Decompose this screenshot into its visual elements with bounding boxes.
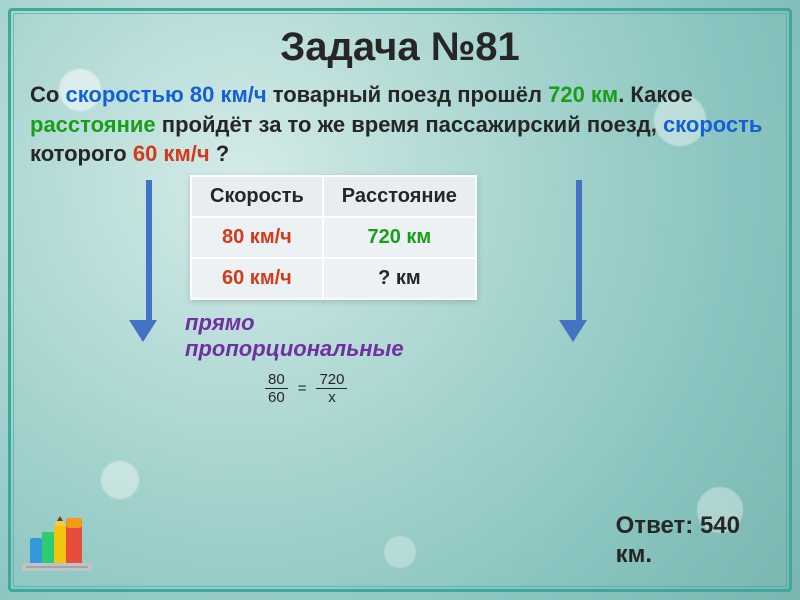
denominator: 60 bbox=[265, 389, 288, 405]
arrow-head-icon bbox=[129, 320, 157, 342]
text-part: ? bbox=[210, 141, 230, 166]
text-part: . Какое bbox=[618, 82, 693, 107]
answer-text: Ответ: 540 км. bbox=[616, 512, 740, 570]
answer-line2: км. bbox=[616, 541, 740, 570]
text-part: Со bbox=[30, 82, 65, 107]
cell-distance2: ? км bbox=[323, 258, 476, 299]
equals-sign: = bbox=[298, 380, 307, 397]
arrow-head-icon bbox=[559, 320, 587, 342]
text-part: которого bbox=[30, 141, 133, 166]
text-speed-word: скорость bbox=[663, 112, 763, 137]
problem-text: Со скоростью 80 км/ч товарный поезд прош… bbox=[30, 80, 770, 169]
mid-area: Скорость Расстояние 80 км/ч 720 км 60 км… bbox=[30, 175, 770, 405]
slide-content: Задача №81 Со скоростью 80 км/ч товарный… bbox=[30, 25, 770, 575]
cell-speed1: 80 км/ч bbox=[191, 217, 323, 258]
stationery-icon bbox=[20, 508, 100, 578]
proportional-line1: прямо bbox=[185, 310, 404, 336]
proportion-equation: 80 60 = 720 x bbox=[265, 372, 347, 405]
arrow-line bbox=[146, 180, 152, 320]
text-distance-word: расстояние bbox=[30, 112, 156, 137]
arrow-line bbox=[576, 180, 582, 320]
text-distance1: 720 км bbox=[548, 82, 618, 107]
answer-line1: Ответ: 540 bbox=[616, 512, 740, 541]
arrow-right bbox=[570, 180, 587, 342]
fraction-right: 720 x bbox=[316, 372, 347, 405]
table-row: 60 км/ч ? км bbox=[191, 258, 476, 299]
arrow-left bbox=[140, 180, 157, 342]
text-speed2: 60 км/ч bbox=[133, 141, 210, 166]
fraction-left: 80 60 bbox=[265, 372, 288, 405]
col-header-speed: Скорость bbox=[191, 176, 323, 217]
denominator: x bbox=[325, 389, 339, 405]
proportional-line2: пропорциональные bbox=[185, 336, 404, 362]
text-part: пройдёт за то же время пассажирский поез… bbox=[156, 112, 663, 137]
text-part: товарный поезд прошёл bbox=[267, 82, 548, 107]
text-speed1: скоростью 80 км/ч bbox=[65, 82, 266, 107]
table-row: Скорость Расстояние bbox=[191, 176, 476, 217]
numerator: 80 bbox=[265, 372, 288, 389]
data-table: Скорость Расстояние 80 км/ч 720 км 60 км… bbox=[190, 175, 477, 300]
cell-distance1: 720 км bbox=[323, 217, 476, 258]
problem-title: Задача №81 bbox=[30, 25, 770, 70]
col-header-distance: Расстояние bbox=[323, 176, 476, 217]
cell-speed2: 60 км/ч bbox=[191, 258, 323, 299]
numerator: 720 bbox=[316, 372, 347, 389]
table-row: 80 км/ч 720 км bbox=[191, 217, 476, 258]
proportional-label: прямо пропорциональные bbox=[185, 310, 404, 363]
